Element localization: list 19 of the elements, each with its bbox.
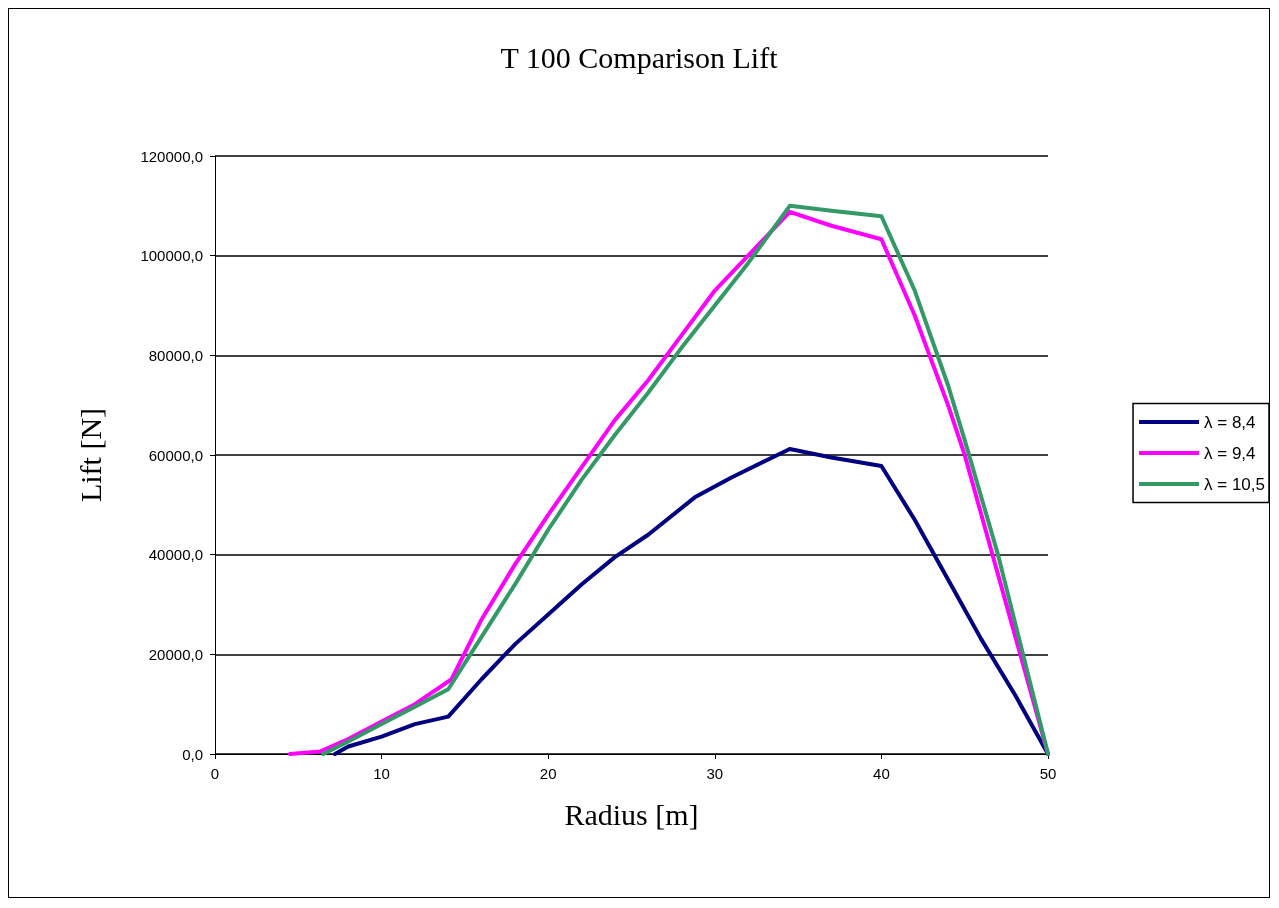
y-tick-label: 80000,0 xyxy=(148,346,203,364)
x-tick-label: 10 xyxy=(373,765,390,782)
y-axis-title: Lift [N] xyxy=(73,407,107,503)
chart-title: T 100 Comparison Lift xyxy=(500,40,779,74)
x-tick-label: 20 xyxy=(539,765,557,782)
y-tick-label: 0,0 xyxy=(182,745,203,763)
legend-label: λ = 9,4 xyxy=(1204,443,1256,463)
y-tick-label: 100000,0 xyxy=(140,247,203,265)
x-tick-label: 50 xyxy=(1039,765,1057,782)
x-axis-title: Radius [m] xyxy=(564,797,699,831)
legend-label: λ = 10,5 xyxy=(1204,474,1266,494)
x-tick-label: 30 xyxy=(706,765,724,782)
x-tick-label: 0 xyxy=(210,765,220,782)
y-tick-label: 60000,0 xyxy=(148,446,203,464)
y-tick-label: 20000,0 xyxy=(148,645,203,663)
y-tick-label: 120000,0 xyxy=(140,147,203,165)
legend-label: λ = 8,4 xyxy=(1204,412,1256,432)
y-tick-label: 40000,0 xyxy=(148,546,203,564)
x-tick-label: 40 xyxy=(873,765,890,782)
